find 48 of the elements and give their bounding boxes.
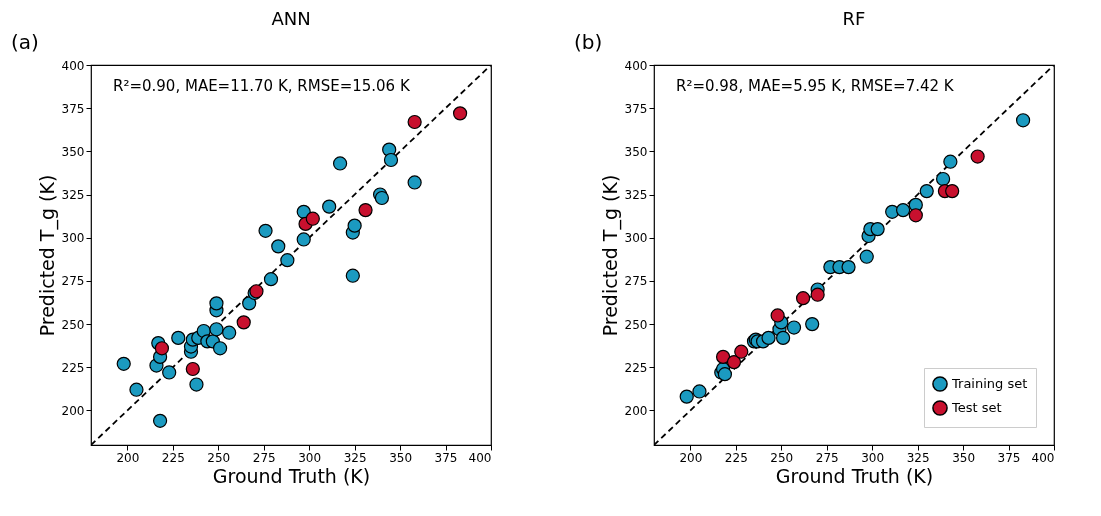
y-tick-label: 275 [624,274,648,289]
x-tick-label: 375 [997,450,1021,465]
y-tick-label: 400 [61,58,85,73]
y-tick-label: 325 [61,188,85,203]
x-tick-label: 375 [434,450,458,465]
x-tick-label: 300 [298,450,322,465]
x-tick-label: 350 [389,450,413,465]
x-tick-label: 275 [252,450,276,465]
x-tick-label: 400 [468,450,492,465]
y-axis-title: Predicted T_g (K) [35,174,59,337]
y-tick-label: 350 [61,144,85,159]
y-tick-label: 400 [624,58,648,73]
x-tick-label: 200 [679,450,703,465]
chart-title: RF [842,8,866,29]
y-tick-label: 200 [624,403,648,418]
y-tick-label: 325 [624,188,648,203]
legend-label: Training set [951,376,1028,391]
y-tick-label: 275 [61,274,85,289]
x-axis-title: Ground Truth (K) [775,464,934,487]
x-tick-label: 325 [343,450,367,465]
annotation: R²=0.90, MAE=11.70 K, RMSE=15.06 K [113,77,411,95]
y-tick-label: 250 [61,317,85,332]
annotation: R²=0.98, MAE=5.95 K, RMSE=7.42 K [676,77,955,95]
text: (a) [11,30,39,54]
y-tick-label: 300 [624,231,648,246]
y-tick-label: 350 [624,144,648,159]
x-tick-label: 275 [815,450,839,465]
x-tick-label: 225 [161,450,185,465]
y-tick-label: 225 [624,360,648,375]
chart-title: ANN [271,8,311,29]
x-tick-label: 225 [724,450,748,465]
y-tick-label: 375 [61,101,85,116]
y-tick-label: 225 [61,360,85,375]
x-tick-label: 300 [861,450,885,465]
legend-label: Test set [951,400,1002,415]
y-tick-label: 375 [624,101,648,116]
x-tick-label: 250 [770,450,794,465]
x-tick-label: 200 [116,450,140,465]
x-tick-label: 250 [207,450,231,465]
x-tick-label: 350 [952,450,976,465]
x-tick-label: 325 [906,450,930,465]
y-axis-title: Predicted T_g (K) [598,174,622,337]
x-tick-label: 400 [1031,450,1055,465]
x-axis-title: Ground Truth (K) [212,464,371,487]
y-tick-label: 250 [624,317,648,332]
y-tick-label: 300 [61,231,85,246]
text: (b) [574,30,603,54]
y-tick-label: 200 [61,403,85,418]
